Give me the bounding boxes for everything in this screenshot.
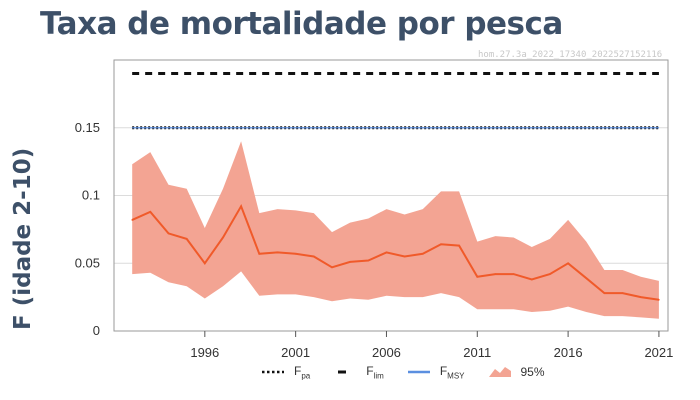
series-point [458, 244, 460, 247]
x-tick-label: 2001 [281, 345, 310, 360]
reference-lines-layer [132, 72, 659, 130]
line-layer [131, 203, 660, 301]
series-point [331, 266, 333, 269]
series-point [567, 262, 569, 265]
series-point [294, 253, 297, 255]
chart-title: Taxa de mortalidade por pesca [40, 6, 563, 42]
series-point [403, 255, 406, 258]
x-tick-label: 2006 [372, 345, 401, 360]
series-point [204, 262, 206, 265]
x-tick-label: 2016 [554, 345, 583, 360]
legend-label-flim: Flim [366, 364, 384, 381]
series-point [385, 251, 388, 254]
y-tick-label: 0.05 [75, 255, 100, 270]
series-point [240, 205, 242, 208]
series-point [494, 273, 497, 275]
series-point [185, 238, 188, 240]
legend-item-flim: Flim [334, 364, 384, 380]
legend-label-95: 95% [520, 365, 545, 380]
chart-legend: Fpa Flim FMSY 95% [262, 364, 569, 380]
axes-layer: 0 0.05 0.1 0.15 1996 2001 2006 2011 2016 2021 [75, 59, 673, 360]
series-line-f [131, 203, 660, 301]
watermark-text: hom.27.3a_2022_17340_2022527152116 [478, 50, 663, 60]
series-point [640, 296, 642, 298]
band-layer [132, 141, 659, 319]
series-point [313, 255, 315, 258]
series-point [476, 276, 479, 278]
series-point [603, 292, 606, 294]
series-point [440, 243, 442, 246]
series-point [222, 236, 224, 239]
series-point [149, 211, 152, 213]
x-tick-label: 1996 [190, 345, 219, 360]
legend-label-fmsy: FMSY [439, 364, 465, 381]
series-point [531, 278, 533, 281]
x-tick-label: 2011 [463, 345, 491, 360]
series-point [658, 299, 660, 301]
series-point [276, 251, 279, 254]
series-point [549, 273, 551, 275]
legend-item-95: 95% [488, 365, 545, 380]
confidence-band-95 [132, 141, 659, 319]
series-point [585, 277, 588, 280]
series-point [349, 261, 351, 263]
series-point [422, 253, 424, 255]
series-point [512, 273, 515, 275]
plot-frame [113, 59, 669, 332]
legend-label-fpa: Fpa [294, 364, 311, 381]
y-tick-label: 0.1 [82, 188, 100, 203]
legend-item-fpa: Fpa [262, 364, 310, 380]
series-point [621, 292, 624, 294]
legend-item-fmsy: FMSY [407, 364, 465, 381]
series-point [258, 253, 261, 255]
x-tick-label: 2021 [644, 345, 673, 360]
series-point [131, 219, 133, 221]
series-point [167, 232, 170, 235]
y-tick-label: 0.15 [75, 120, 100, 135]
series-point [367, 259, 370, 262]
y-tick-label: 0 [93, 323, 100, 338]
